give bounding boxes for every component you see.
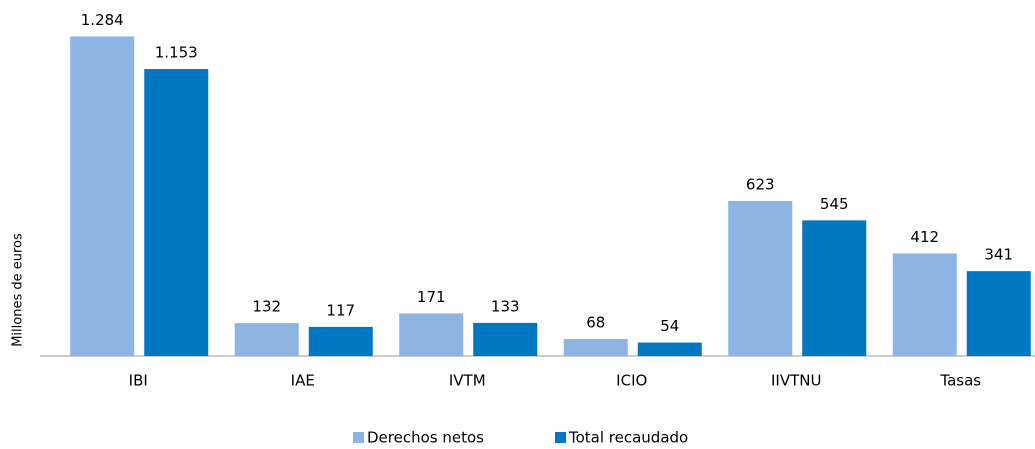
- x-tick-label: IBI: [129, 372, 148, 390]
- data-label: 171: [417, 288, 446, 306]
- data-label: 54: [660, 317, 679, 335]
- data-label: 132: [252, 298, 281, 316]
- data-label: 1.284: [81, 11, 124, 29]
- data-label: 1.153: [155, 44, 198, 62]
- bar: [728, 200, 793, 356]
- legend-label: Total recaudado: [568, 429, 688, 447]
- data-label: 117: [326, 301, 355, 319]
- legend-swatch: [353, 432, 364, 443]
- bar: [234, 323, 299, 356]
- bar: [473, 322, 538, 356]
- x-tick-label: ICIO: [616, 372, 647, 390]
- bar: [892, 253, 957, 356]
- data-label: 545: [820, 195, 849, 213]
- bar: [308, 326, 373, 356]
- legend-label: Derechos netos: [367, 429, 484, 447]
- data-label: 341: [984, 246, 1013, 264]
- bar: [802, 220, 867, 356]
- bar: [637, 342, 702, 356]
- y-axis-label: Millones de euros: [11, 233, 26, 347]
- data-label: 68: [586, 314, 605, 332]
- bar: [144, 69, 209, 356]
- bar: [563, 339, 628, 356]
- bar: [966, 271, 1031, 356]
- legend-swatch: [555, 432, 566, 443]
- bar: [70, 36, 135, 356]
- x-tick-label: IIVTNU: [771, 372, 821, 390]
- bar: [399, 313, 464, 356]
- data-label: 133: [491, 297, 520, 315]
- data-label: 412: [910, 228, 939, 246]
- x-tick-label: Tasas: [939, 372, 981, 390]
- x-tick-label: IAE: [291, 372, 315, 390]
- data-label: 623: [746, 175, 775, 193]
- x-tick-label: IVTM: [449, 372, 486, 390]
